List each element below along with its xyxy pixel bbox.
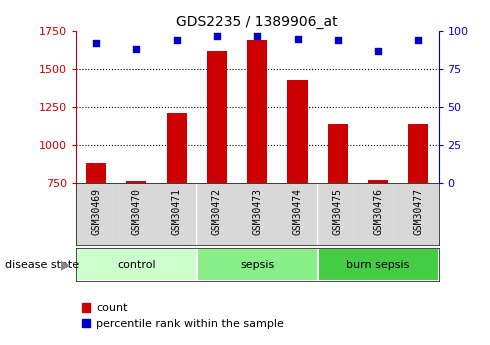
Text: GSM30471: GSM30471 (172, 188, 182, 235)
Bar (197, 248, 318, 281)
Text: control: control (117, 260, 156, 270)
Bar (86, 163, 106, 183)
Point (415, 37, 422, 43)
Bar (288, 80, 308, 183)
Text: GSM30472: GSM30472 (212, 188, 222, 235)
Legend: count, percentile rank within the sample: count, percentile rank within the sample (81, 303, 284, 329)
Text: GSM30474: GSM30474 (293, 188, 302, 235)
Text: GSM30477: GSM30477 (414, 188, 423, 235)
Text: ▶: ▶ (61, 258, 71, 271)
Point (374, 48, 382, 53)
Point (253, 33, 261, 38)
Bar (247, 40, 268, 183)
Text: GSM30476: GSM30476 (373, 188, 383, 235)
Point (173, 37, 181, 43)
Bar (408, 124, 428, 183)
Bar (126, 181, 147, 183)
Text: GSM30469: GSM30469 (91, 188, 101, 235)
Point (294, 36, 301, 41)
Bar (167, 113, 187, 183)
Text: GSM30473: GSM30473 (252, 188, 262, 235)
Text: disease state: disease state (5, 260, 79, 270)
Text: GSM30475: GSM30475 (333, 188, 343, 235)
Title: GDS2235 / 1389906_at: GDS2235 / 1389906_at (176, 14, 338, 29)
Bar (318, 248, 439, 281)
Bar (328, 124, 348, 183)
Bar (207, 51, 227, 183)
Point (92, 40, 100, 46)
Text: sepsis: sepsis (240, 260, 274, 270)
Text: GSM30470: GSM30470 (131, 188, 142, 235)
Point (132, 47, 140, 52)
Bar (76, 248, 197, 281)
Bar (368, 180, 388, 183)
Point (334, 37, 342, 43)
Point (213, 33, 221, 38)
Text: burn sepsis: burn sepsis (346, 260, 410, 270)
